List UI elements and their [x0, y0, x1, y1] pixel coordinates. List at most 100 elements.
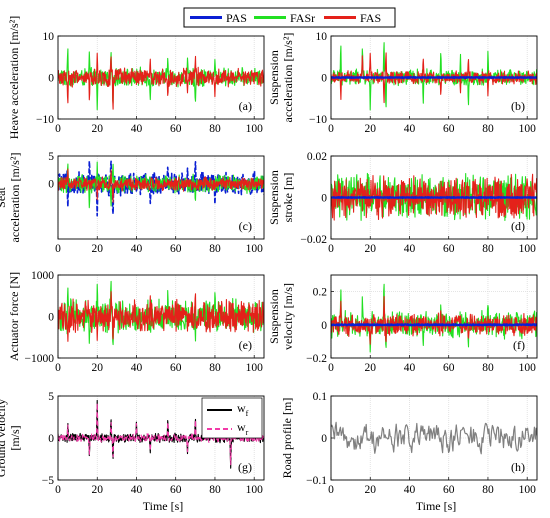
- y-tick-label: 0: [321, 433, 327, 445]
- y-axis-title: Actuator force [N]: [7, 272, 21, 361]
- series-marker-pas: [401, 323, 405, 327]
- x-tick-label: 40: [404, 362, 416, 374]
- series-marker-pas: [439, 76, 443, 79]
- y-tick-label: 0.02: [307, 151, 327, 163]
- y-axis-title: Suspension: [267, 50, 281, 105]
- y-tick-label: −10: [309, 114, 327, 126]
- y-tick-label: 0: [48, 312, 54, 324]
- series-marker-pas: [413, 76, 417, 79]
- x-tick-label: 100: [246, 123, 264, 135]
- series-marker-pas: [413, 323, 417, 327]
- y-tick-label: −10: [36, 114, 54, 126]
- x-tick-label: 40: [131, 123, 143, 135]
- x-tick-label: 0: [55, 362, 61, 374]
- series-line-pas: [331, 323, 537, 327]
- axes-frame: [330, 274, 538, 359]
- y-axis-title: acceleration [m/s²]: [281, 33, 295, 123]
- series-marker-pas: [528, 76, 532, 79]
- axes-frame: [57, 395, 265, 481]
- series-line-pas: [331, 75, 537, 80]
- panel-label: (c): [239, 219, 252, 233]
- series-marker-pas: [388, 196, 392, 199]
- series-marker-pas: [464, 196, 468, 199]
- x-tick-label: 20: [91, 243, 103, 255]
- series-group: [331, 421, 537, 455]
- x-tick-label: 80: [209, 243, 221, 255]
- x-tick-label: 0: [328, 123, 334, 135]
- series-marker-pas: [388, 76, 392, 79]
- series-marker-pas: [401, 76, 405, 79]
- y-axis-title: Suspension: [267, 289, 281, 344]
- series-line-pas: [331, 196, 537, 199]
- x-tick-label: 60: [443, 123, 455, 135]
- y-axis-title: Seat: [0, 187, 8, 208]
- series-marker-pas: [490, 323, 494, 327]
- series-marker-pas: [464, 76, 468, 79]
- series-group: [331, 42, 537, 111]
- x-tick-label: 80: [209, 484, 221, 496]
- x-tick-label: 60: [443, 243, 455, 255]
- series-marker-pas: [375, 76, 379, 79]
- series-line-fas: [331, 173, 537, 221]
- panel-c: 0 20 40 60 80 100 5 0 (c) Seat acceleration [m/s²]: [0, 151, 265, 255]
- series-marker-pas: [503, 76, 507, 79]
- series-marker-pas: [477, 323, 481, 327]
- panel-legend: wf wr: [201, 397, 263, 439]
- x-tick-label: 80: [209, 362, 221, 374]
- series-marker-pas: [490, 196, 494, 199]
- panel-label: (h): [511, 460, 525, 474]
- panel-label: (d): [511, 219, 525, 233]
- y-tick-label: 0: [321, 193, 327, 205]
- x-tick-label: 100: [519, 123, 537, 135]
- y-tick-label: −0.1: [306, 475, 327, 487]
- series-marker-pas: [337, 196, 341, 199]
- x-tick-label: 100: [519, 243, 537, 255]
- series-marker-pas: [375, 196, 379, 199]
- x-tick-label: 20: [91, 362, 103, 374]
- legend-box: [183, 7, 396, 28]
- series-marker-pas: [477, 196, 481, 199]
- x-tick-label: 100: [519, 484, 537, 496]
- plot-area: [331, 275, 537, 358]
- y-tick-label: 0: [48, 433, 54, 445]
- panel-label: (b): [511, 99, 525, 113]
- panel-label: (a): [239, 99, 252, 113]
- x-tick-label: 60: [443, 362, 455, 374]
- x-tick-label: 0: [55, 243, 61, 255]
- series-group: [331, 283, 537, 353]
- plot-area: [58, 156, 264, 239]
- y-tick-label: −0.2: [306, 353, 327, 365]
- x-tick-label: 100: [519, 362, 537, 374]
- series-marker-pas: [350, 323, 353, 327]
- series-group: [58, 280, 264, 346]
- series-marker-pas: [528, 196, 532, 199]
- series-marker-pas: [337, 323, 341, 327]
- y-axis-title: stroke [m]: [281, 173, 295, 223]
- y-tick-label: 0: [321, 320, 327, 332]
- legend-label-fas: FAS: [360, 11, 381, 25]
- x-tick-label: 80: [482, 123, 494, 135]
- series-marker-pas: [515, 323, 519, 327]
- panel-d: 0 20 40 60 80 1000.020−0.02(d)Suspension strok…: [267, 151, 538, 255]
- y-axis-title: Heave acceleration [m/s²]: [7, 16, 21, 140]
- series-marker-pas: [413, 196, 417, 199]
- x-tick-label: 40: [404, 243, 416, 255]
- x-tick-label: 80: [209, 123, 221, 135]
- y-tick-label: 5: [48, 151, 54, 163]
- series-marker-pas: [350, 76, 353, 79]
- x-tick-label: 0: [55, 123, 61, 135]
- legend: PAS FASr FAS: [183, 7, 396, 28]
- series-line-fas: [58, 52, 264, 110]
- x-tick-label: 60: [170, 362, 182, 374]
- legend-label-pas: PAS: [226, 11, 247, 25]
- series-line-wr: [58, 402, 264, 466]
- panel-h: 0 20 40 60 80 1000.10−0.1(h)Road profile [m]: [280, 391, 538, 496]
- x-tick-label: 80: [482, 484, 494, 496]
- panel-legend-label: wf: [237, 401, 249, 418]
- panel-label: (f): [513, 338, 525, 352]
- x-tick-label: 40: [404, 123, 416, 135]
- y-axis-title: acceleration [m/s²]: [8, 153, 22, 243]
- y-tick-label: 10: [316, 31, 328, 43]
- y-tick-label: 0: [48, 73, 54, 85]
